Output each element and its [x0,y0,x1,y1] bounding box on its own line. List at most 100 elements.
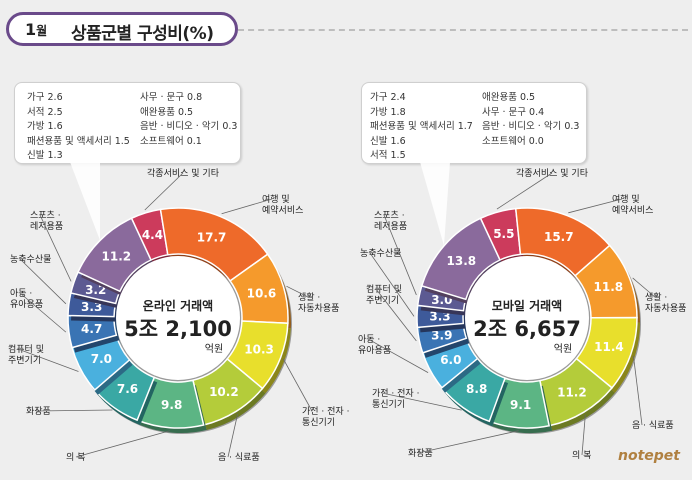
others-item: 가방 1.6 [27,121,63,132]
others-item: 소프트웨어 0.0 [482,135,544,147]
center-value: 2조 6,657 [473,317,581,341]
category-label: 각종서비스 및 기타 [147,167,220,179]
others-item: 음반 · 비디오 · 악기 0.3 [140,121,238,132]
slice-value-label: 11.2 [557,386,587,400]
slice-value-label: 8.8 [466,382,487,396]
others-item: 애완용품 0.5 [482,92,536,103]
slice-value-label: 7.0 [91,352,112,366]
donut-chart-online: 4.4 각종서비스 및 기타 17.7 여행 및 예약서비스 10.6 생활 · 자동차용품 1… [8,162,349,463]
leader-line [375,288,417,342]
others-item: 사무 · 문구 0.4 [482,106,545,118]
slice-value-label: 9.8 [161,398,182,412]
leader-line [282,358,313,412]
leader-line [633,355,643,426]
donut-chart-mobile: 5.5 각종서비스 및 기타 15.7 여행 및 예약서비스 11.8 생활 · 자동차용품 1… [358,162,686,461]
others-breakdown-online: 가구 2.6 서적 2.5 가방 1.6 패션용품 및 액세서리 1.5 신발 1.3 사… [14,82,241,164]
page-title: 상품군별 구성비(%) [71,24,214,44]
slice-value-label: 11.2 [102,250,132,264]
leader-line [369,252,415,317]
slice-value-label: 3.2 [85,283,106,297]
category-label: 여행 및 예약서비스 [612,193,653,216]
category-label: 의 복 [572,450,591,461]
center-title: 모바일 거래액 [492,298,562,313]
watermark-logo: notepet [618,448,680,464]
category-label: 컴퓨터 및 주변기기 [8,343,44,366]
category-label: 가전 · 전자 · 통신기기 [302,406,349,428]
leader-line [286,285,309,298]
leader-line [75,430,170,458]
slice-value-label: 15.7 [544,230,574,244]
callout-pointer [70,162,101,241]
slice-value-label: 13.8 [447,254,477,268]
slice-value-label: 17.7 [197,231,227,245]
others-item: 가구 2.6 [27,92,63,103]
slice-value-label: 5.5 [493,227,514,241]
category-label: 스포츠 · 레저용품 [374,210,407,232]
slice [420,217,501,301]
slice-value-label: 6.0 [440,353,461,367]
leader-line [227,413,239,458]
month-label: 1월 [25,20,48,39]
category-label: 가전 · 전자 · 통신기기 [372,388,419,410]
leader-line [568,198,623,214]
leader-line [39,214,72,282]
slice-value-label: 10.2 [209,385,239,399]
slice-value-label: 9.1 [510,398,531,412]
title-badge: 1월 상품군별 구성비(%) [6,12,238,46]
leader-line [383,214,417,296]
leader-line [221,198,273,215]
leader-line [35,409,113,412]
others-item: 애완용품 0.5 [140,106,194,118]
category-label: 스포츠 · 레저용품 [30,210,63,232]
others-item: 소프트웨어 0.1 [140,135,202,147]
others-item: 신발 1.6 [370,135,406,147]
others-item: 가방 1.8 [370,106,406,118]
category-label: 음 · 식료품 [632,420,674,431]
slice-value-label: 3.9 [431,329,452,343]
center-value: 5조 2,100 [124,317,232,341]
leader-line [496,172,553,210]
leader-line [17,348,79,372]
category-label: 농축수산물 [10,254,51,265]
category-label: 의 복 [66,452,85,463]
category-label: 농축수산물 [360,248,401,259]
others-item: 가구 2.4 [370,92,406,103]
category-label: 생활 · 자동차용품 [298,291,339,314]
leader-line [581,414,586,456]
callout-pointer [420,162,450,246]
others-item: 패션용품 및 액세서리 1.7 [370,121,473,132]
center-unit: 억원 [205,343,223,355]
others-item: 패션용품 및 액세서리 1.5 [27,135,130,147]
slice-value-label: 11.4 [594,340,624,354]
leader-line [367,338,429,373]
category-label: 음 · 식료품 [218,452,260,463]
category-label: 컴퓨터 및 주변기기 [366,283,402,306]
leader-line [632,277,656,298]
slice-value-label: 10.6 [247,286,277,300]
leader-line [381,392,462,411]
others-item: 음반 · 비디오 · 악기 0.3 [482,121,580,132]
others-item: 서적 1.5 [370,150,406,161]
slice-value-label: 3.3 [81,300,102,314]
category-label: 각종서비스 및 기타 [516,167,589,179]
category-label: 아동 · 유아용품 [358,334,391,356]
slice-value-label: 4.4 [142,228,163,242]
category-label: 화장품 [408,448,433,459]
others-breakdown-mobile: 가구 2.4 가방 1.8 패션용품 및 액세서리 1.7 신발 1.6 서적 1.5 애… [361,82,587,164]
slice-value-label: 10.3 [244,343,274,357]
center-unit: 억원 [554,343,572,355]
others-item: 서적 2.5 [27,106,63,118]
category-label: 화장품 [26,406,51,417]
center-title: 온라인 거래액 [143,298,213,313]
slice [77,217,152,293]
others-item: 신발 1.3 [27,150,63,161]
leader-line [19,258,67,305]
leader-line [144,172,184,211]
slice-value-label: 4.7 [81,322,102,336]
slice-value-label: 7.6 [117,382,138,396]
category-label: 생활 · 자동차용품 [645,291,686,314]
slice-value-label: 11.8 [594,280,624,294]
leader-line [417,430,519,454]
others-item: 사무 · 문구 0.8 [140,92,203,103]
title-divider [238,29,688,31]
